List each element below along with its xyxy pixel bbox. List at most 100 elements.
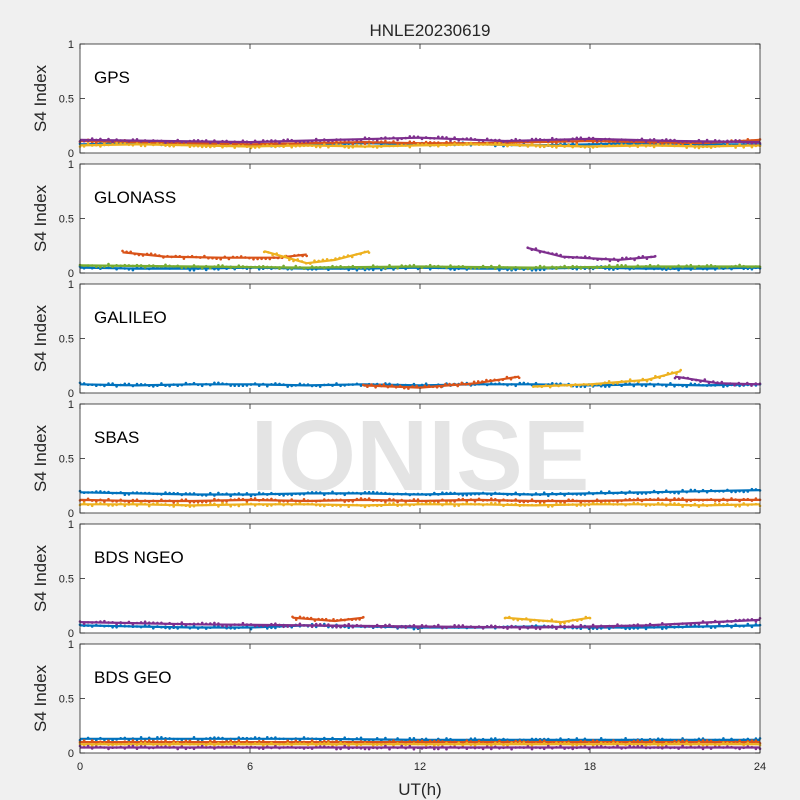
data-point [103,624,106,628]
data-point [119,743,122,746]
data-point [82,145,86,148]
data-point [648,382,652,386]
data-point [616,139,619,143]
data-point [677,502,680,506]
data-point [461,502,465,506]
data-point [396,737,399,740]
data-point [575,499,579,503]
data-point [196,383,200,387]
data-point [595,745,599,748]
data-point [367,504,371,508]
data-point [433,747,436,751]
data-point [677,747,680,750]
data-point [359,747,363,750]
data-point [624,624,627,628]
data-point [388,747,391,751]
data-point [502,743,505,747]
data-point [237,264,241,268]
data-point [705,145,709,149]
data-point [506,499,509,502]
data-point [143,739,147,743]
data-point [152,502,155,506]
data-point [514,268,517,272]
x-axis: 0 6 12 18 24 [77,761,766,773]
data-point [449,740,452,744]
data-point [604,499,607,503]
data-point [620,499,623,503]
data-point [310,265,314,268]
data-point [302,747,306,750]
data-point [540,385,544,389]
data-point [188,743,192,746]
data-point [412,747,416,751]
data-point [270,741,273,745]
data-point [563,741,566,745]
data-point [266,493,269,496]
data-point [380,268,383,272]
data-point [99,736,102,740]
data-point [665,489,668,493]
data-point [282,383,285,386]
data-point [616,382,619,385]
data-point [229,741,232,745]
data-point [629,257,632,260]
data-point [437,747,440,751]
data-point [338,256,341,260]
data-point [661,383,664,387]
data-point [237,623,241,626]
data-point [270,504,273,507]
data-point [636,140,640,144]
data-point [180,498,184,502]
data-point [616,623,619,626]
data-point [103,384,106,388]
data-point [669,266,672,270]
data-point [481,627,485,630]
data-point [624,492,627,495]
data-point [176,737,179,741]
data-point [380,743,383,747]
data-point [343,623,347,627]
data-point [494,502,497,505]
data-point [111,743,114,747]
data-point [90,137,94,140]
data-point [196,265,200,268]
data-point [115,626,118,629]
data-point [314,737,318,741]
data-point [131,744,135,748]
data-point [530,267,534,271]
data-point [677,492,680,495]
data-point [343,503,347,507]
data-point [343,493,347,497]
data-point [331,490,334,494]
data-point [587,742,591,745]
data-point [510,267,513,271]
data-point [95,620,98,624]
data-point [143,624,147,627]
data-point [314,491,318,494]
data-point [534,137,538,141]
data-point [290,267,294,270]
data-point [388,137,391,140]
panel-label: GALILEO [94,308,167,327]
data-point [526,267,530,271]
data-point [453,624,456,627]
data-point [375,138,379,142]
data-point [221,624,224,628]
data-point [339,625,342,629]
data-point [253,382,257,385]
data-point [396,266,399,270]
data-point [510,624,513,628]
data-point [449,625,452,629]
data-point [485,745,489,748]
data-point [473,143,477,146]
data-point [604,385,607,388]
data-point [180,266,184,270]
data-point [624,737,627,740]
data-point [620,738,623,742]
y-tick-label: 1 [68,39,74,51]
data-point [709,141,713,144]
data-point [628,139,631,142]
series-2 [291,615,365,623]
data-point [742,746,745,750]
data-point [355,266,359,270]
